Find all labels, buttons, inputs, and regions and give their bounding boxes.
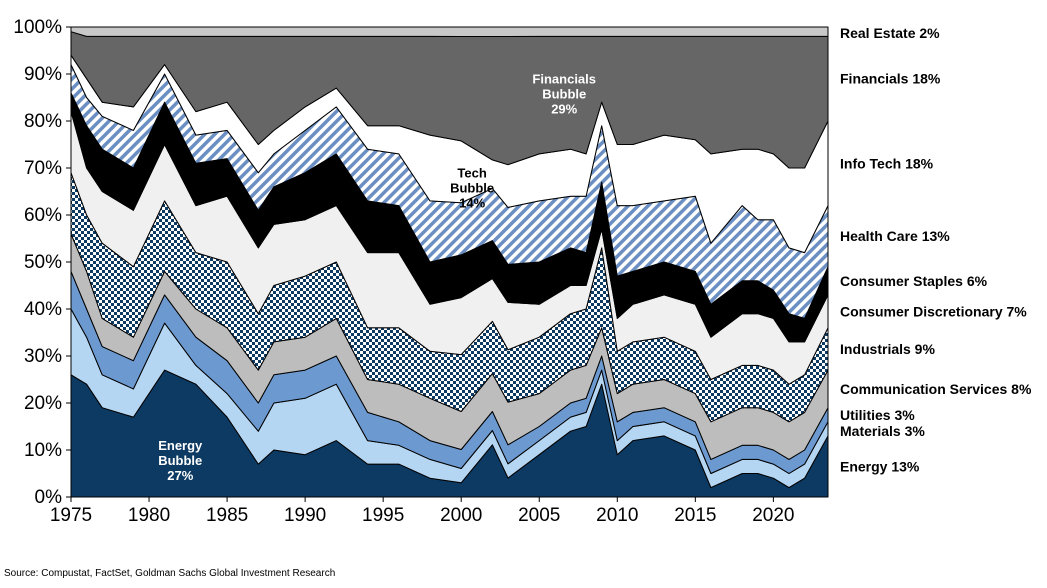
legend-label: Consumer Staples 6% <box>840 273 988 289</box>
y-tick-label: 10% <box>24 440 62 461</box>
axes: 0% 10% 20% 30% 40% 50% 60% 70% 80% 90% 100% 1975 198… <box>13 17 828 526</box>
y-tick-label: 80% <box>24 111 62 132</box>
legend: Real Estate 2% Financials 18% Info Tech 18… <box>840 25 1032 474</box>
y-tick-label: 90% <box>24 64 62 85</box>
annotation-line: Bubble <box>158 453 202 468</box>
annotation-line: 14% <box>459 195 485 210</box>
annotation-line: 27% <box>167 468 193 483</box>
annotation-line: Tech <box>457 165 486 180</box>
y-tick-label: 40% <box>24 299 62 320</box>
y-tick-label: 100% <box>13 17 62 38</box>
legend-label: Info Tech 18% <box>840 155 934 171</box>
legend-label: Real Estate 2% <box>840 25 940 41</box>
legend-label: Financials 18% <box>840 71 941 87</box>
area-layers <box>70 26 829 498</box>
x-tick-label: 1980 <box>128 505 170 526</box>
annotation-line: 29% <box>551 101 577 116</box>
annotation-line: Bubble <box>542 86 586 101</box>
x-tick-label: 2005 <box>518 505 560 526</box>
y-tick-label: 70% <box>24 158 62 179</box>
annotation-line: Financials <box>532 71 596 86</box>
x-tick-label: 2020 <box>752 505 794 526</box>
x-tick-label: 2015 <box>674 505 716 526</box>
x-tick-label: 1995 <box>362 505 404 526</box>
annotations: Energy Bubble 27%Tech Bubble 14%Financials Bu… <box>158 71 596 483</box>
x-tick-label: 1985 <box>206 505 248 526</box>
legend-label: Utilities 3% <box>840 407 915 423</box>
legend-label: Industrials 9% <box>840 341 935 357</box>
y-tick-label: 0% <box>35 487 63 508</box>
y-tick-label: 20% <box>24 393 62 414</box>
legend-label: Consumer Discretionary 7% <box>840 303 1027 319</box>
x-tick-label: 1975 <box>50 505 92 526</box>
bubble-annotation: Tech Bubble 14% <box>450 165 494 210</box>
legend-label: Communication Services 8% <box>840 381 1032 397</box>
area-real-estate-2 <box>70 26 829 37</box>
y-tick-label: 60% <box>24 205 62 226</box>
legend-label: Energy 13% <box>840 458 920 474</box>
annotation-line: Bubble <box>450 180 494 195</box>
x-tick-label: 2000 <box>440 505 482 526</box>
x-tick-label: 2010 <box>596 505 638 526</box>
y-tick-label: 50% <box>24 252 62 273</box>
y-tick-label: 30% <box>24 346 62 367</box>
bubble-annotation: Financials Bubble 29% <box>532 71 596 116</box>
bubble-annotation: Energy Bubble 27% <box>158 438 203 483</box>
x-tick-label: 1990 <box>284 505 326 526</box>
annotation-line: Energy <box>158 438 203 453</box>
source-note: Source: Compustat, FactSet, Goldman Sach… <box>4 568 336 579</box>
legend-label: Materials 3% <box>840 423 925 439</box>
legend-label: Health Care 13% <box>840 228 950 244</box>
